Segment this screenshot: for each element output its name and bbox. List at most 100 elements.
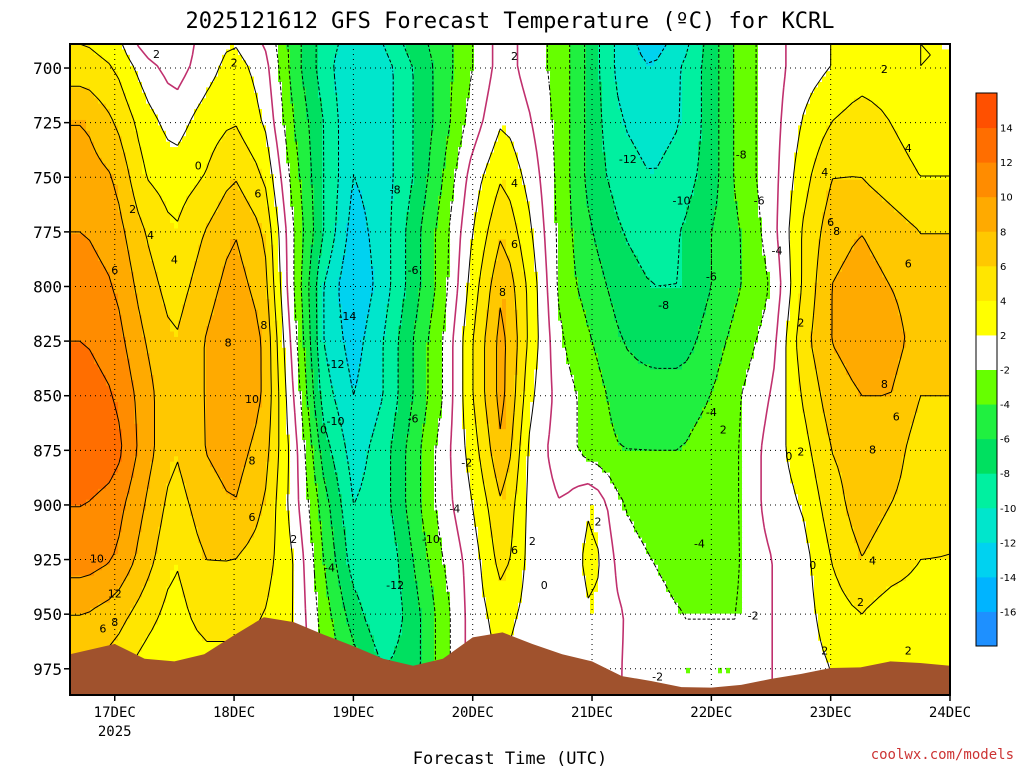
- field-cell: [462, 385, 475, 392]
- field-cell: [474, 396, 487, 403]
- field-cell: [390, 54, 411, 61]
- field-cell: [450, 261, 471, 268]
- field-cell: [894, 374, 950, 381]
- field-cell: [598, 537, 643, 544]
- field-cell: [354, 635, 375, 642]
- field-cell: [758, 44, 831, 51]
- field-cell: [434, 613, 451, 620]
- field-cell: [590, 608, 595, 615]
- field-cell: [734, 179, 759, 186]
- field-cell: [802, 228, 823, 235]
- field-cell: [270, 369, 279, 376]
- field-cell: [310, 304, 319, 311]
- field-cell: [146, 92, 207, 99]
- field-cell: [106, 103, 131, 110]
- field-cell: [718, 98, 735, 105]
- field-cell: [554, 179, 571, 186]
- field-cell: [586, 190, 611, 197]
- field-cell: [718, 76, 735, 83]
- field-cell: [134, 119, 159, 126]
- field-cell: [382, 358, 399, 365]
- field-cell: [598, 71, 615, 78]
- field-cell: [310, 244, 323, 251]
- field-cell: [742, 461, 791, 468]
- field-cell: [506, 374, 515, 381]
- field-cell: [262, 342, 271, 349]
- field-cell: [570, 185, 587, 192]
- field-cell: [422, 505, 435, 512]
- contour-label: -6: [706, 271, 717, 284]
- field-cell: [426, 418, 439, 425]
- field-cell: [526, 293, 539, 300]
- field-cell: [598, 353, 635, 360]
- field-cell: [722, 347, 755, 354]
- field-cell: [318, 494, 327, 501]
- field-cell: [606, 168, 651, 175]
- field-cell: [142, 168, 207, 175]
- field-cell: [70, 461, 119, 468]
- field-cell: [578, 418, 611, 425]
- field-cell: [362, 190, 395, 197]
- field-cell: [910, 570, 950, 577]
- field-cell: [302, 331, 311, 338]
- field-cell: [882, 271, 950, 278]
- field-cell: [326, 342, 347, 349]
- field-cell: [906, 147, 950, 154]
- field-cell: [906, 575, 950, 582]
- field-cell: [682, 114, 703, 121]
- field-cell: [114, 65, 135, 72]
- field-cell: [506, 320, 519, 327]
- colorbar-label: -8: [1000, 469, 1010, 480]
- field-cell: [498, 575, 507, 582]
- field-cell: [606, 396, 711, 403]
- field-cell: [618, 87, 683, 94]
- field-cell: [510, 450, 519, 457]
- field-cell: [518, 472, 527, 479]
- field-cell: [154, 445, 207, 452]
- field-cell: [766, 266, 791, 273]
- field-cell: [282, 282, 295, 289]
- field-cell: [70, 233, 87, 240]
- field-cell: [130, 60, 223, 67]
- field-cell: [646, 163, 659, 170]
- field-cell: [318, 54, 335, 61]
- field-cell: [166, 494, 187, 501]
- field-cell: [570, 71, 587, 78]
- field-cell: [266, 277, 275, 284]
- field-cell: [254, 434, 271, 441]
- field-cell: [790, 293, 799, 300]
- field-cell: [70, 602, 99, 609]
- field-cell: [166, 201, 187, 208]
- field-cell: [814, 597, 851, 604]
- field-cell: [586, 315, 615, 322]
- field-cell: [514, 526, 527, 533]
- field-cell: [118, 195, 135, 202]
- field-cell: [586, 92, 603, 99]
- field-cell: [474, 407, 487, 414]
- field-cell: [70, 92, 95, 99]
- field-cell: [798, 309, 815, 316]
- field-cell: [610, 402, 707, 409]
- field-cell: [710, 396, 743, 403]
- field-cell: [166, 483, 187, 490]
- field-cell: [366, 223, 391, 230]
- field-cell: [206, 450, 251, 457]
- field-cell: [578, 277, 607, 284]
- field-cell: [814, 575, 839, 582]
- field-cell: [338, 179, 395, 186]
- field-cell: [834, 450, 907, 457]
- field-cell: [310, 157, 323, 164]
- field-cell: [570, 163, 587, 170]
- field-cell: [334, 81, 395, 88]
- field-cell: [270, 320, 279, 327]
- field-cell: [322, 157, 339, 164]
- field-cell: [278, 391, 287, 398]
- field-cell: [282, 271, 295, 278]
- field-cell: [306, 488, 319, 495]
- field-cell: [506, 412, 515, 419]
- field-cell: [326, 591, 343, 598]
- field-cell: [390, 233, 407, 240]
- field-cell: [694, 185, 719, 192]
- field-cell: [102, 54, 131, 61]
- field-cell: [70, 157, 103, 164]
